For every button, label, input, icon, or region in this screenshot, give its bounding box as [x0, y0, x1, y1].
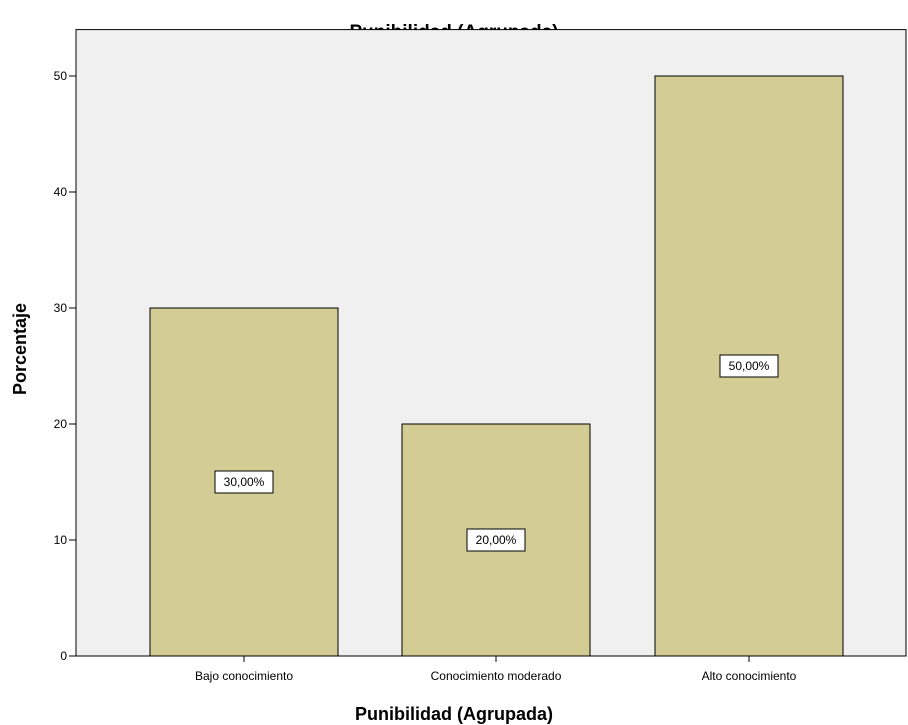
y-tick-label: 40	[54, 185, 68, 199]
y-tick-label: 20	[54, 417, 68, 431]
y-tick-label: 10	[54, 533, 68, 547]
data-label-box	[719, 354, 779, 378]
x-tick-label: Conocimiento moderado	[431, 669, 562, 683]
y-tick-label: 30	[54, 301, 68, 315]
y-tick-label: 50	[54, 69, 68, 83]
data-label-text: 50,00%	[729, 359, 770, 373]
x-axis: Bajo conocimiento Conocimiento moderado Al…	[76, 655, 906, 683]
data-label-text: 20,00%	[476, 533, 517, 547]
data-label: 20,00%	[466, 528, 526, 552]
data-label: 30,00%	[214, 470, 274, 494]
data-label-text: 30,00%	[224, 475, 265, 489]
x-tick-label: Alto conocimiento	[702, 669, 797, 683]
y-axis-title: Porcentaje	[10, 303, 30, 395]
y-tick-label: 0	[60, 649, 67, 663]
x-axis-title: Punibilidad (Agrupada)	[355, 704, 553, 724]
x-tick-label: Bajo conocimiento	[195, 669, 293, 683]
y-axis: 0 10 20 30 40 50	[54, 29, 77, 663]
data-label-box	[466, 528, 526, 552]
data-label: 50,00%	[719, 354, 779, 378]
data-labels-group: 30,00% 20,00% 50,00%	[214, 354, 779, 552]
data-label-box	[214, 470, 274, 494]
